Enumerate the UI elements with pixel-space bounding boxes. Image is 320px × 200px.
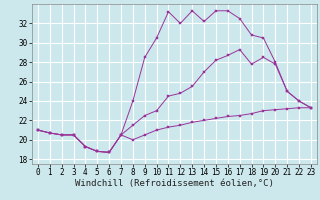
X-axis label: Windchill (Refroidissement éolien,°C): Windchill (Refroidissement éolien,°C): [75, 179, 274, 188]
